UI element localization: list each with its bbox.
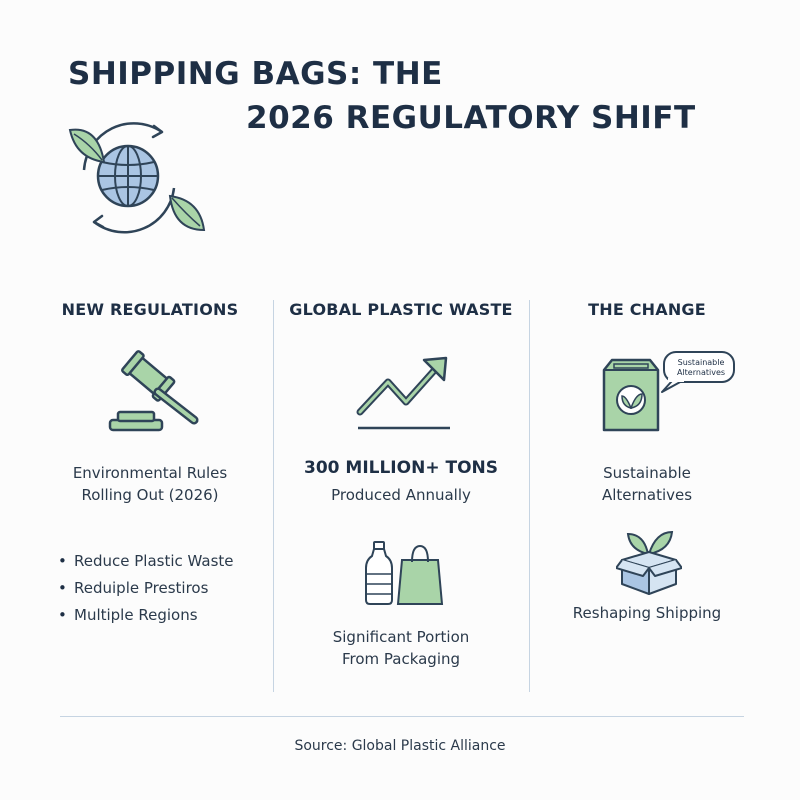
reshaping-caption: Reshaping Shipping [572, 604, 722, 622]
bullet-item: Multiple Regions [58, 602, 234, 629]
globe-recycle-leaves-icon [68, 122, 206, 234]
regulations-text-line-2: Rolling Out (2026) [81, 486, 219, 504]
column-divider-1 [273, 300, 274, 692]
column-new-regulations: NEW REGULATIONS Environmental Rules Roll… [40, 296, 260, 696]
plastic-stat-value: 300 MILLION+ TONS [304, 458, 498, 478]
trend-up-icon [356, 356, 450, 430]
bottle-and-bag-icon [365, 541, 444, 605]
change-text-line-1: Sustainable [603, 464, 691, 482]
gavel-icon [108, 350, 199, 432]
regulations-bullet-list: Reduce Plastic Waste Reduiple Prestiros … [58, 548, 234, 629]
column-heading: NEW REGULATIONS [61, 300, 239, 319]
column-the-change: THE CHANGE Sustainable Alternatives Sust… [532, 296, 762, 696]
regulations-text-line-1: Environmental Rules [72, 464, 228, 482]
plastic-stat-caption: Produced Annually [331, 486, 471, 504]
source-note: Source: Global Plastic Alliance [294, 738, 506, 754]
column-heading: THE CHANGE [588, 300, 706, 319]
bubble-text-line-2: Alternatives [676, 368, 726, 377]
bubble-text-line-1: Sustainable [677, 358, 725, 367]
box-with-leaves-icon [616, 530, 682, 595]
bullet-item: Reduiple Prestiros [58, 575, 234, 602]
column-divider-2 [529, 300, 530, 692]
packaging-text-line-1: Significant Portion [332, 628, 470, 646]
page-title-line-2: 2026 REGULATORY SHIFT [246, 100, 696, 136]
footer-divider [60, 716, 744, 717]
change-text-line-2: Alternatives [601, 486, 693, 504]
column-heading: GLOBAL PLASTIC WASTE [289, 300, 513, 319]
packaging-text-line-2: From Packaging [341, 650, 461, 668]
page-title-line-1: SHIPPING BAGS: THE [68, 56, 443, 92]
bullet-item: Reduce Plastic Waste [58, 548, 234, 575]
column-global-plastic-waste: GLOBAL PLASTIC WASTE 300 MILLION+ TONS P… [276, 296, 526, 696]
eco-bag-icon [602, 351, 735, 432]
